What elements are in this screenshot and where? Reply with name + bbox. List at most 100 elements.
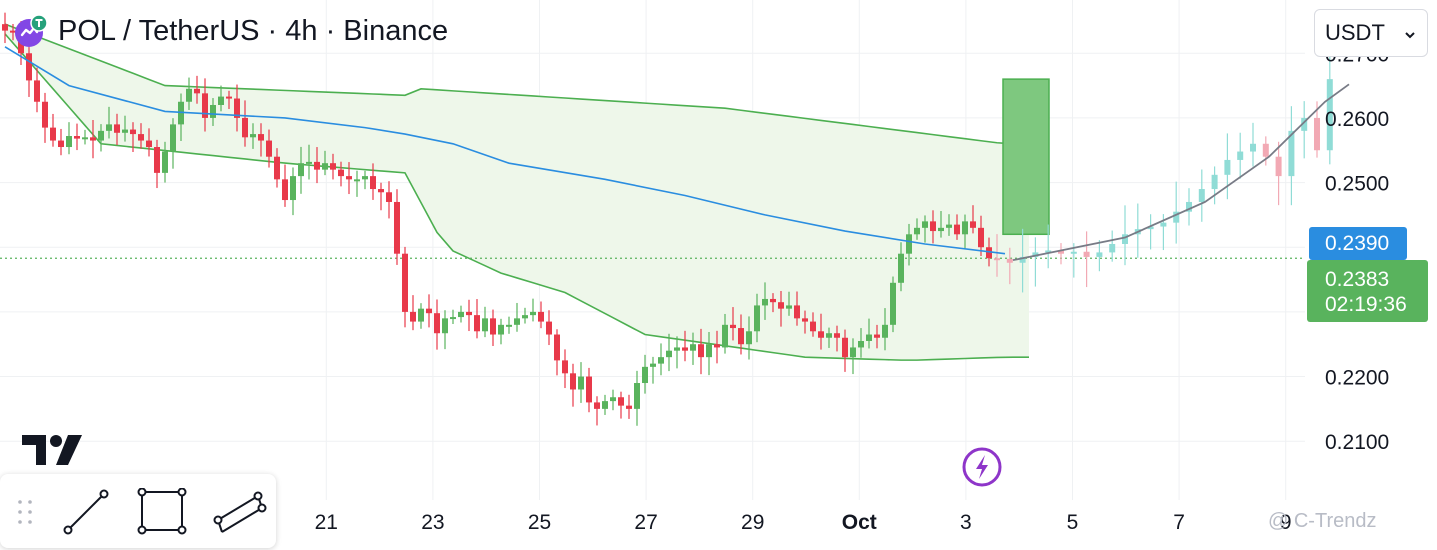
candle bbox=[642, 354, 648, 394]
candle bbox=[594, 396, 600, 426]
candle bbox=[282, 164, 288, 207]
candle-body bbox=[938, 227, 944, 232]
candle-body bbox=[146, 140, 152, 148]
candle-body bbox=[322, 163, 328, 170]
projection-candle-body bbox=[1224, 159, 1231, 175]
candle-body bbox=[290, 176, 296, 201]
y-axis-label: 0.2200 bbox=[1325, 367, 1389, 390]
candle bbox=[698, 328, 704, 375]
candle-body bbox=[162, 151, 168, 173]
candle-body bbox=[218, 96, 224, 105]
projection-candles bbox=[994, 50, 1333, 293]
candle-body bbox=[10, 30, 16, 33]
candle-body bbox=[570, 373, 576, 390]
projection-candle-body bbox=[1237, 151, 1244, 160]
candle-body bbox=[210, 104, 216, 118]
candle-body bbox=[506, 324, 512, 327]
candle bbox=[2, 12, 8, 44]
projection-candle bbox=[1147, 214, 1154, 250]
candle-countdown: 02:19:36 bbox=[1325, 293, 1407, 316]
lightning-event-icon[interactable] bbox=[962, 447, 1002, 487]
candle-body bbox=[50, 127, 56, 141]
candle bbox=[922, 215, 928, 243]
candle-body bbox=[634, 383, 640, 409]
candle-body bbox=[858, 340, 864, 348]
candle-body bbox=[282, 179, 288, 201]
candle-body bbox=[74, 136, 80, 139]
candle bbox=[90, 119, 96, 159]
tradingview-logo-icon[interactable] bbox=[20, 433, 86, 472]
candle-body bbox=[250, 134, 256, 138]
projection-candle bbox=[1032, 237, 1039, 287]
x-axis-label: 23 bbox=[421, 511, 444, 534]
drag-handle-icon[interactable] bbox=[16, 498, 36, 531]
projection-candle-body bbox=[1288, 130, 1295, 177]
candle bbox=[602, 394, 608, 415]
candle-body bbox=[978, 227, 984, 248]
candle-body bbox=[658, 357, 664, 364]
candle-body bbox=[418, 308, 424, 322]
candle bbox=[626, 394, 632, 419]
candle bbox=[314, 147, 320, 184]
candle-body bbox=[42, 101, 48, 128]
candle-body bbox=[762, 298, 768, 306]
candle-body bbox=[698, 344, 704, 358]
moving-average-line bbox=[4, 46, 1006, 255]
candle-body bbox=[522, 315, 528, 319]
projection-candle-body bbox=[1045, 250, 1052, 253]
trend-line-tool-icon[interactable] bbox=[60, 488, 112, 541]
projection-candle bbox=[1070, 243, 1077, 278]
candle-body bbox=[618, 397, 624, 406]
candle bbox=[634, 370, 640, 426]
rectangle-tool-icon[interactable] bbox=[136, 487, 188, 541]
lower-band-line bbox=[4, 33, 1029, 361]
candle bbox=[498, 318, 504, 345]
candle bbox=[786, 291, 792, 316]
projection-candle bbox=[1045, 224, 1052, 269]
candle-body bbox=[370, 176, 376, 190]
candle-body bbox=[346, 176, 352, 180]
projection-candle bbox=[1019, 228, 1026, 293]
candle-body bbox=[514, 318, 520, 325]
projection-candle-body bbox=[1326, 79, 1333, 151]
projection-candle bbox=[1250, 122, 1256, 167]
x-axis-label: 27 bbox=[634, 511, 657, 534]
candle-body bbox=[874, 334, 880, 338]
candle bbox=[210, 98, 216, 126]
candle bbox=[290, 167, 296, 216]
candle-body bbox=[138, 134, 144, 141]
candle bbox=[58, 128, 64, 156]
candle-body bbox=[970, 221, 976, 228]
candle bbox=[82, 129, 88, 145]
candle bbox=[658, 343, 664, 376]
candle-body bbox=[746, 331, 752, 345]
candle-body bbox=[194, 88, 200, 94]
candle bbox=[866, 318, 872, 349]
candle bbox=[378, 182, 384, 211]
currency-select[interactable]: USDT bbox=[1314, 9, 1428, 57]
candle bbox=[882, 308, 888, 351]
candle-body bbox=[610, 397, 616, 402]
candle bbox=[690, 332, 696, 365]
candle bbox=[802, 310, 808, 334]
candle-body bbox=[362, 176, 368, 180]
candle-body bbox=[226, 96, 232, 99]
candle bbox=[122, 115, 128, 142]
parallel-channel-tool-icon[interactable] bbox=[212, 488, 268, 541]
projection-candle-body bbox=[1032, 252, 1039, 257]
candle-body bbox=[450, 317, 456, 320]
candle bbox=[794, 291, 800, 326]
candle-body bbox=[386, 192, 392, 202]
candle bbox=[618, 391, 624, 419]
candle bbox=[834, 325, 840, 352]
candle-body bbox=[258, 134, 264, 141]
candle bbox=[666, 333, 672, 372]
candle-body bbox=[706, 344, 712, 358]
projection-candle bbox=[1198, 169, 1205, 222]
projection-candle-body bbox=[1262, 143, 1269, 157]
candle-body bbox=[954, 224, 960, 235]
candle bbox=[506, 316, 512, 334]
candle-body bbox=[266, 140, 272, 157]
ma-price-tag: 0.2390 bbox=[1309, 227, 1407, 260]
